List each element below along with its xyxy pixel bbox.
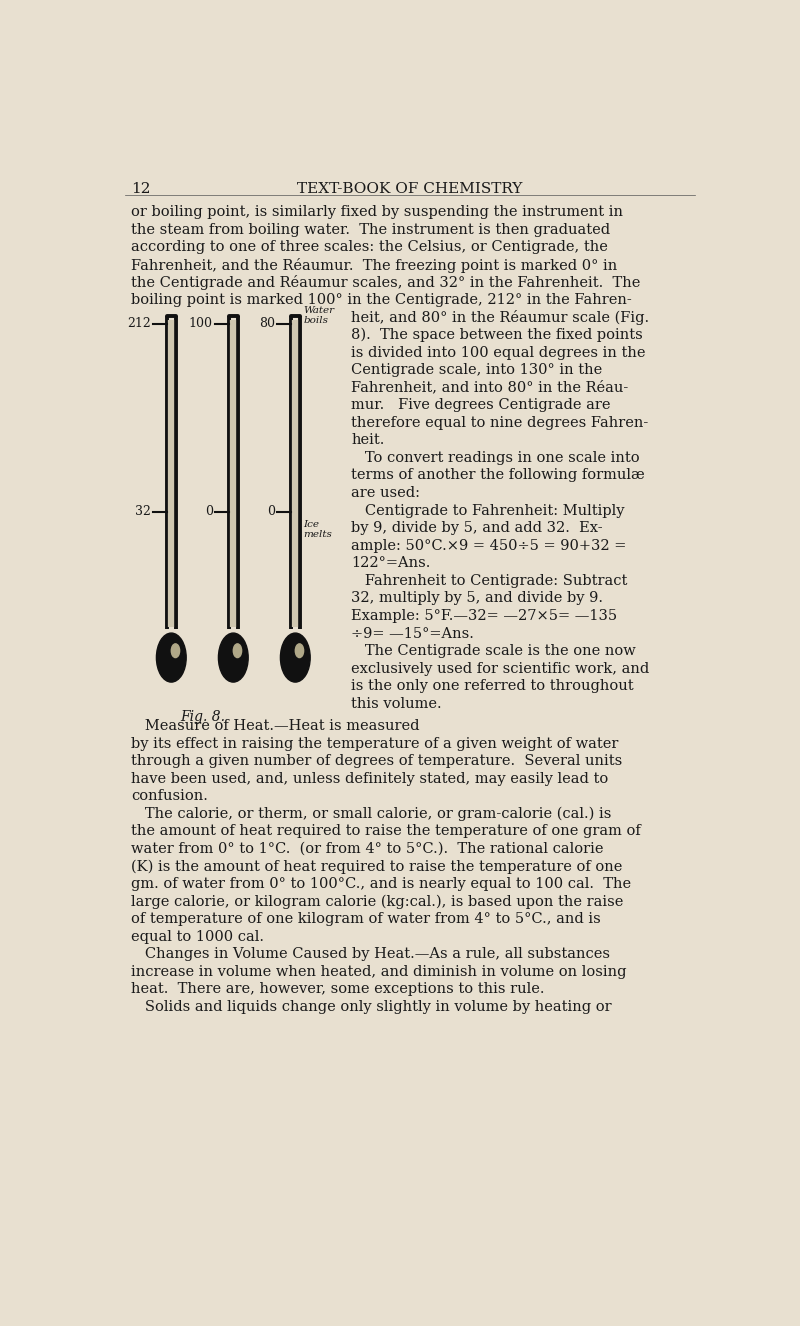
Text: according to one of three scales: the Celsius, or Centigrade, the: according to one of three scales: the Ce… — [131, 240, 608, 255]
Text: have been used, and, unless definitely stated, may easily lead to: have been used, and, unless definitely s… — [131, 772, 608, 786]
Text: water from 0° to 1°C.  (or from 4° to 5°C.).  The rational calorie: water from 0° to 1°C. (or from 4° to 5°C… — [131, 842, 603, 857]
Text: 8).  The space between the fixed points: 8). The space between the fixed points — [351, 328, 643, 342]
Text: boiling point is marked 100° in the Centigrade, 212° in the Fahren-: boiling point is marked 100° in the Cent… — [131, 293, 632, 306]
Text: To convert readings in one scale into: To convert readings in one scale into — [351, 451, 640, 465]
Text: TEXT-BOOK OF CHEMISTRY: TEXT-BOOK OF CHEMISTRY — [298, 182, 522, 195]
Text: 32: 32 — [135, 505, 151, 518]
Text: 212: 212 — [127, 317, 151, 330]
Text: Centigrade scale, into 130° in the: Centigrade scale, into 130° in the — [351, 363, 602, 377]
Text: 80: 80 — [259, 317, 275, 330]
Text: the amount of heat required to raise the temperature of one gram of: the amount of heat required to raise the… — [131, 825, 641, 838]
Text: equal to 1000 cal.: equal to 1000 cal. — [131, 930, 264, 944]
Text: confusion.: confusion. — [131, 789, 208, 804]
Text: 100: 100 — [189, 317, 213, 330]
Text: therefore equal to nine degrees Fahren-: therefore equal to nine degrees Fahren- — [351, 416, 648, 430]
Text: by its effect in raising the temperature of a given weight of water: by its effect in raising the temperature… — [131, 736, 618, 751]
Text: Example: 5°F.—32= —27×5= —135: Example: 5°F.—32= —27×5= —135 — [351, 609, 618, 623]
Text: of temperature of one kilogram of water from 4° to 5°C., and is: of temperature of one kilogram of water … — [131, 912, 601, 926]
Text: are used:: are used: — [351, 487, 420, 500]
Text: the steam from boiling water.  The instrument is then graduated: the steam from boiling water. The instru… — [131, 223, 610, 236]
Circle shape — [234, 644, 242, 658]
Text: 12: 12 — [131, 182, 150, 195]
Text: Centigrade to Fahrenheit: Multiply: Centigrade to Fahrenheit: Multiply — [351, 504, 625, 517]
Text: heat.  There are, however, some exceptions to this rule.: heat. There are, however, some exception… — [131, 983, 545, 996]
Circle shape — [295, 644, 304, 658]
Circle shape — [157, 633, 186, 682]
Text: this volume.: this volume. — [351, 696, 442, 711]
Circle shape — [171, 644, 180, 658]
Text: (K) is the amount of heat required to raise the temperature of one: (K) is the amount of heat required to ra… — [131, 859, 622, 874]
Text: is divided into 100 equal degrees in the: is divided into 100 equal degrees in the — [351, 346, 646, 359]
Text: by 9, divide by 5, and add 32.  Ex-: by 9, divide by 5, and add 32. Ex- — [351, 521, 602, 536]
Text: large calorie, or kilogram calorie (kg:cal.), is based upon the raise: large calorie, or kilogram calorie (kg:c… — [131, 895, 623, 910]
Text: heit, and 80° in the Réaumur scale (Fig.: heit, and 80° in the Réaumur scale (Fig. — [351, 310, 650, 325]
Text: Fig. 8.: Fig. 8. — [181, 709, 226, 724]
Text: The Centigrade scale is the one now: The Centigrade scale is the one now — [351, 644, 636, 658]
Text: or boiling point, is similarly fixed by suspending the instrument in: or boiling point, is similarly fixed by … — [131, 206, 623, 219]
Text: Water
boils: Water boils — [303, 306, 334, 325]
Text: ÷9= —15°=Ans.: ÷9= —15°=Ans. — [351, 627, 474, 640]
Circle shape — [281, 633, 310, 682]
Text: Fahrenheit, and the Réaumur.  The freezing point is marked 0° in: Fahrenheit, and the Réaumur. The freezin… — [131, 257, 618, 273]
Text: 32, multiply by 5, and divide by 9.: 32, multiply by 5, and divide by 9. — [351, 591, 603, 606]
Text: heit.: heit. — [351, 434, 385, 447]
Text: the Centigrade and Réaumur scales, and 32° in the Fahrenheit.  The: the Centigrade and Réaumur scales, and 3… — [131, 276, 640, 290]
Text: is the only one referred to throughout: is the only one referred to throughout — [351, 679, 634, 693]
Text: Ice
melts: Ice melts — [303, 520, 332, 540]
Text: 122°=Ans.: 122°=Ans. — [351, 557, 430, 570]
Text: ample: 50°C.×9 = 450÷5 = 90+32 =: ample: 50°C.×9 = 450÷5 = 90+32 = — [351, 538, 626, 553]
Text: Measure of Heat.—Heat is measured: Measure of Heat.—Heat is measured — [131, 719, 419, 733]
Text: Fahrenheit to Centigrade: Subtract: Fahrenheit to Centigrade: Subtract — [351, 574, 627, 587]
Text: The calorie, or therm, or small calorie, or gram-calorie (cal.) is: The calorie, or therm, or small calorie,… — [131, 806, 611, 821]
Circle shape — [218, 633, 248, 682]
Text: Solids and liquids change only slightly in volume by heating or: Solids and liquids change only slightly … — [131, 1000, 612, 1014]
Text: gm. of water from 0° to 100°C., and is nearly equal to 100 cal.  The: gm. of water from 0° to 100°C., and is n… — [131, 876, 631, 891]
Text: through a given number of degrees of temperature.  Several units: through a given number of degrees of tem… — [131, 754, 622, 768]
Text: exclusively used for scientific work, and: exclusively used for scientific work, an… — [351, 662, 650, 676]
Text: Changes in Volume Caused by Heat.—As a rule, all substances: Changes in Volume Caused by Heat.—As a r… — [131, 947, 610, 961]
Text: terms of another the following formulæ: terms of another the following formulæ — [351, 468, 645, 483]
Text: 0: 0 — [267, 505, 275, 518]
Text: increase in volume when heated, and diminish in volume on losing: increase in volume when heated, and dimi… — [131, 965, 626, 979]
Text: Fahrenheit, and into 80° in the Réau-: Fahrenheit, and into 80° in the Réau- — [351, 381, 628, 395]
Text: mur.   Five degrees Centigrade are: mur. Five degrees Centigrade are — [351, 398, 610, 412]
Text: 0: 0 — [205, 505, 213, 518]
